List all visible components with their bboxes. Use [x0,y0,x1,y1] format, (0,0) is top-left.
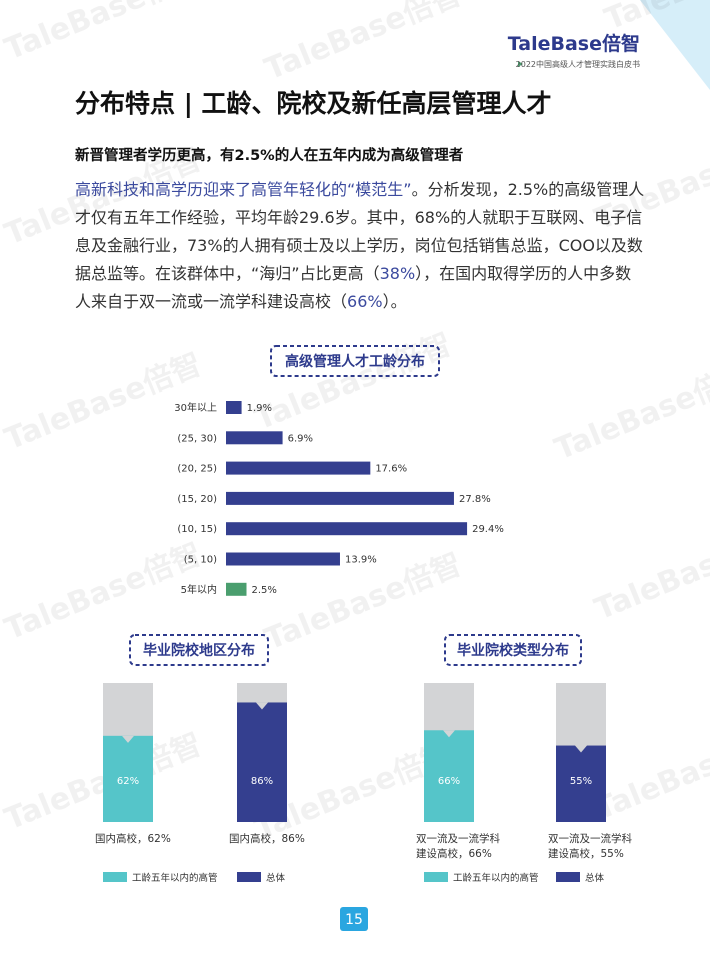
corner-decoration [640,0,710,90]
chart-title-box [444,634,582,666]
value-label: 2.5% [252,585,277,596]
legend-label: 总体 [266,872,286,884]
chart-title: 毕业院校地区分布 [143,642,255,659]
bar [226,582,247,596]
watermark: TaleBase倍智 [250,327,457,438]
bar-notch [256,702,268,710]
bar [226,491,454,505]
value-label: 6.9% [288,433,313,444]
value-label: 62% [117,776,139,787]
value-label: 86% [251,776,273,787]
category-label: (10, 15) [177,524,217,535]
legend-swatch [103,872,127,882]
bar-caption: 国内高校，86% [229,833,305,845]
bar [226,461,371,475]
watermark: TaleBase倍智 [550,357,710,468]
chart-title-box [270,345,440,377]
bar-notch [122,735,134,743]
legend-swatch [556,872,580,882]
category-label: (25, 30) [177,433,217,444]
bar-notch [443,730,455,738]
bar-caption: 国内高校，62% [95,833,171,845]
value-label: 55% [570,776,592,787]
watermark: TaleBase倍智 [590,517,710,628]
paragraph-span: 高新科技和高学历迎来了高管年轻化的“模范生” [75,180,412,199]
bar [237,702,287,822]
page-number: 15 [345,912,363,928]
bar [424,730,474,822]
arrow-icon [518,61,523,67]
value-label: 1.9% [247,403,272,414]
paragraph-span: 。分析发现，2.5%的高级管理人才仅有五年工作经验，平均年龄29.6岁。其中，6… [75,180,645,283]
value-label: 29.4% [472,524,504,535]
category-label: 30年以上 [174,401,217,414]
bar [103,735,153,822]
watermark: TaleBase倍智 [590,717,710,828]
section-subtitle: 新晋管理者学历更高，有2.5%的人在五年内成为高级管理者 [75,146,463,164]
page-title: 分布特点 | 工龄、院校及新任高层管理人才 [75,89,552,118]
bar-caption: 双一流及一流学科建设高校，66% [416,833,500,860]
category-label: (20, 25) [177,464,217,475]
bar-notch [575,745,587,753]
category-label: (5, 10) [184,555,217,566]
paragraph-span: ），在国内取得学历的人中多数人来自于双一流或一流学科建设高校（ [75,264,632,311]
legend-swatch [424,872,448,882]
header-subtitle: 2022中国高级人才管理实践白皮书 [516,59,640,69]
bar [226,431,283,445]
bar [226,401,242,414]
legend-label: 工龄五年以内的高管 [132,872,218,884]
value-label: 17.6% [375,464,407,475]
legend-swatch [237,872,261,882]
value-label: 13.9% [345,555,377,566]
paragraph-span: 66% [347,292,383,311]
bar [226,552,340,566]
watermark: TaleBase倍智 [0,0,207,67]
category-label: 5年以内 [181,583,217,596]
value-label: 27.8% [459,494,491,505]
chart-title: 毕业院校类型分布 [457,642,569,659]
legend-label: 工龄五年以内的高管 [453,872,539,884]
bar [226,522,468,536]
category-label: (15, 20) [177,494,217,505]
paragraph: 高新科技和高学历迎来了高管年轻化的“模范生”。分析发现，2.5%的高级管理人才仅… [75,176,645,316]
watermark: TaleBase倍智 [0,537,207,648]
chart-title: 高级管理人才工龄分布 [285,353,425,370]
value-label: 66% [438,776,460,787]
bar-caption: 双一流及一流学科建设高校，55% [548,833,632,860]
paragraph-span: ）。 [382,292,407,311]
logo: TaleBase倍智 [508,32,640,55]
chart-title-box [129,634,269,666]
paragraph-span: 38% [379,264,416,283]
legend-label: 总体 [585,872,605,884]
bar [556,745,606,822]
page-number-box [340,907,368,931]
watermark: TaleBase倍智 [260,0,467,87]
